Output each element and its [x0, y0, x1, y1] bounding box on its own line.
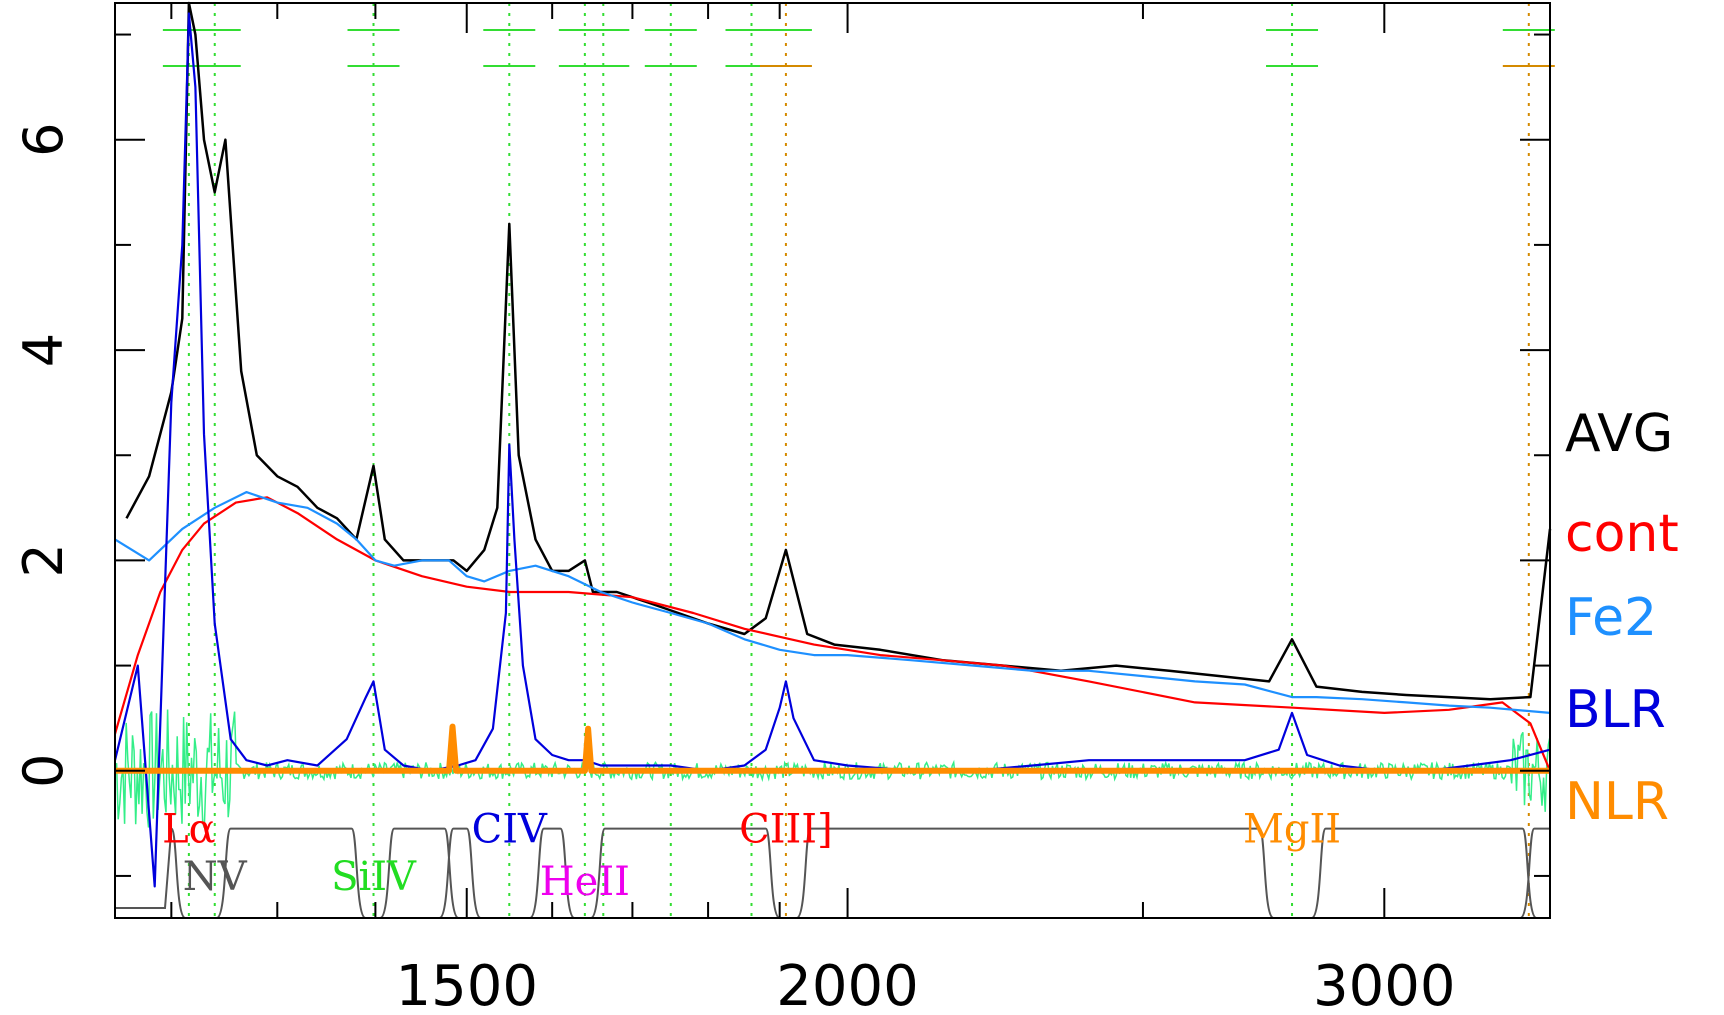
x-tick-label: 2000: [776, 954, 919, 1015]
y-tick-label: 2: [12, 543, 75, 577]
x-tick-label: 1500: [395, 954, 538, 1015]
plot-frame: [114, 2, 1551, 919]
line-label: MgII: [1243, 807, 1341, 853]
y-tick-label: 6: [12, 123, 75, 157]
residual-spectrum: [114, 709, 1551, 829]
legend-avg: AVG: [1565, 404, 1674, 464]
line-label: NV: [183, 854, 248, 900]
legend-blr: BLR: [1565, 680, 1666, 740]
blr-line: [113, 12, 1551, 888]
tick-labels: 0 2 4 6 1500 2000 3000: [12, 123, 1456, 1015]
cont-line: [113, 496, 1552, 772]
residual-line: [114, 709, 1551, 829]
fe2-line: [114, 491, 1551, 714]
x-tick-label: 3000: [1313, 954, 1456, 1015]
legend-cont: cont: [1565, 504, 1679, 564]
plot-border: [114, 2, 1551, 919]
nlr-line: [115, 723, 1550, 774]
line-label: CIV: [472, 807, 548, 853]
line-label: HeII: [540, 859, 630, 905]
legend-fe2: Fe2: [1565, 588, 1658, 648]
emission-line-markers: [162, 3, 1555, 918]
line-label: CIII]: [739, 807, 833, 853]
y-tick-label: 4: [12, 333, 75, 367]
line-label: Lα: [162, 807, 216, 853]
y-tick-label: 0: [12, 754, 75, 788]
series-lines: [113, 1, 1552, 888]
fit-window-mask: [115, 827, 1550, 919]
fit-mask-curve: [115, 827, 1550, 919]
line-label: SiIV: [331, 854, 417, 900]
avg-line: [125, 1, 1552, 701]
axis-ticks: [115, 3, 1550, 918]
legend-nlr: NLR: [1565, 772, 1669, 832]
